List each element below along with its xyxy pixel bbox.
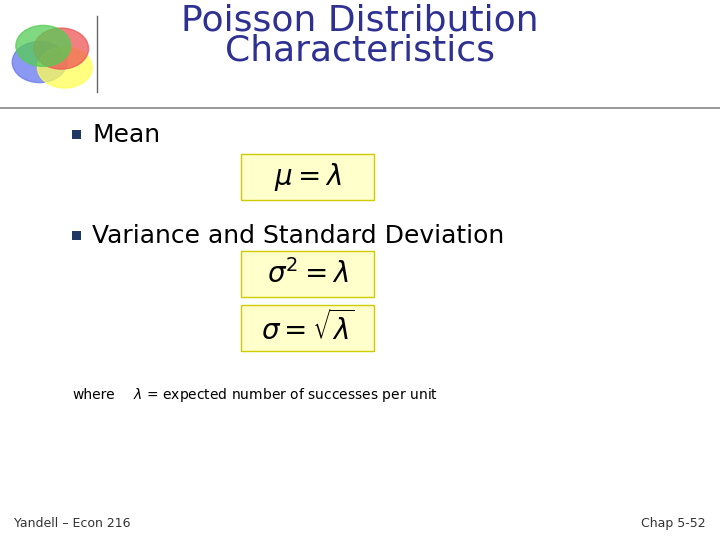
Text: Characteristics: Characteristics [225, 33, 495, 68]
Text: where: where [72, 388, 114, 402]
Text: $\sigma = \sqrt{\lambda}$: $\sigma = \sqrt{\lambda}$ [261, 310, 355, 346]
Text: $\mu = \lambda$: $\mu = \lambda$ [274, 161, 341, 193]
Circle shape [37, 47, 92, 88]
FancyBboxPatch shape [241, 251, 374, 297]
Text: Yandell – Econ 216: Yandell – Econ 216 [14, 517, 131, 530]
Circle shape [16, 25, 71, 66]
FancyBboxPatch shape [72, 231, 81, 240]
Text: Poisson Distribution: Poisson Distribution [181, 4, 539, 38]
FancyBboxPatch shape [241, 305, 374, 351]
FancyBboxPatch shape [72, 130, 81, 139]
Circle shape [34, 28, 89, 69]
Text: $\sigma^2 = \lambda$: $\sigma^2 = \lambda$ [267, 259, 348, 289]
Text: $\lambda$ = expected number of successes per unit: $\lambda$ = expected number of successes… [133, 386, 438, 404]
Text: Mean: Mean [92, 123, 161, 147]
Text: Chap 5-52: Chap 5-52 [641, 517, 706, 530]
Circle shape [12, 42, 67, 83]
Text: Variance and Standard Deviation: Variance and Standard Deviation [92, 224, 505, 248]
FancyBboxPatch shape [241, 154, 374, 200]
